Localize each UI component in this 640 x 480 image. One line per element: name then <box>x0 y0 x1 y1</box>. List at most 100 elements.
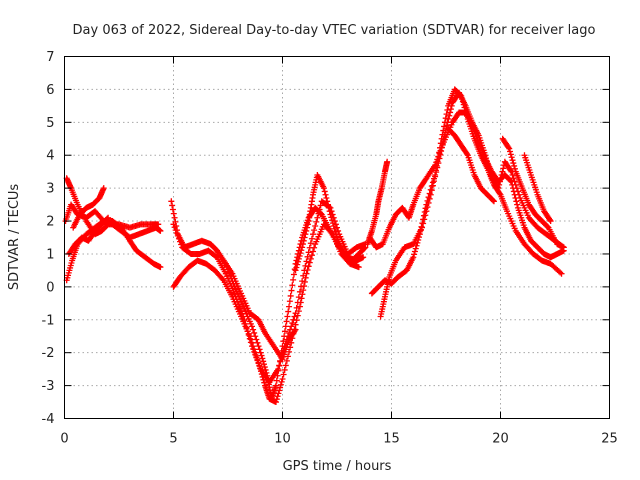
data-point <box>316 206 323 213</box>
data-point <box>487 172 494 179</box>
data-point <box>171 214 178 221</box>
data-point <box>301 234 308 241</box>
data-point <box>483 155 490 162</box>
data-point <box>250 326 257 333</box>
data-point <box>251 348 258 355</box>
data-point <box>310 231 317 238</box>
data-point <box>496 190 503 197</box>
data-point <box>419 224 426 231</box>
data-point <box>252 333 259 340</box>
data-point <box>290 276 297 283</box>
data-point <box>314 214 321 221</box>
axis-ticks: 0 5 10 15 20 25 -4 -3 -2 -1 0 1 2 3 4 5 6 7 <box>42 50 618 447</box>
data-point <box>333 231 340 238</box>
data-point <box>294 261 301 268</box>
data-point <box>328 214 335 221</box>
data-point <box>308 235 315 242</box>
data-point <box>248 323 255 330</box>
data-point <box>175 235 182 242</box>
data-point <box>234 299 241 306</box>
data-point <box>169 206 176 213</box>
data-point <box>422 212 429 219</box>
data-point <box>236 304 243 311</box>
data-point <box>232 293 239 300</box>
data-point <box>157 227 164 234</box>
data-point <box>291 313 298 320</box>
data-point <box>495 185 502 192</box>
y-tick-label: 3 <box>46 182 54 197</box>
data-point <box>362 244 369 251</box>
data-point <box>513 198 520 205</box>
data-point <box>287 326 294 333</box>
data-point <box>298 295 305 302</box>
data-point <box>296 288 303 295</box>
data-point <box>321 188 328 195</box>
data-point <box>155 221 162 228</box>
data-point <box>421 216 428 223</box>
data-point <box>231 290 238 297</box>
data-point <box>360 254 367 261</box>
data-point <box>304 224 311 231</box>
y-tick-label: 6 <box>46 83 54 98</box>
data-point <box>300 237 307 244</box>
y-tick-label: -3 <box>42 379 55 394</box>
data-point <box>307 255 314 262</box>
data-point <box>441 133 448 140</box>
data-point <box>444 119 451 126</box>
x-tick-label: 25 <box>601 432 618 447</box>
data-track <box>499 135 567 251</box>
chart-title: Day 063 of 2022, Sidereal Day-to-day VTE… <box>73 23 596 38</box>
data-point <box>286 303 293 310</box>
data-point <box>283 357 290 364</box>
data-point <box>276 387 283 394</box>
data-point <box>487 169 494 176</box>
data-track <box>220 257 299 363</box>
y-tick-label: 4 <box>46 149 54 164</box>
data-point <box>498 171 505 178</box>
data-point <box>447 109 454 116</box>
data-point <box>445 116 452 123</box>
data-point <box>283 318 290 325</box>
data-point <box>505 144 512 151</box>
data-point <box>361 245 368 252</box>
data-point <box>254 357 261 364</box>
data-point <box>327 211 334 218</box>
data-point <box>238 307 245 314</box>
data-point <box>171 224 178 231</box>
data-point <box>286 298 293 305</box>
data-point <box>311 227 318 234</box>
data-point <box>443 122 450 129</box>
data-point <box>328 229 335 236</box>
data-point <box>463 150 470 157</box>
data-point <box>507 167 514 174</box>
x-tick-label: 15 <box>383 432 400 447</box>
data-point <box>434 164 441 171</box>
data-point <box>312 222 319 229</box>
data-point <box>306 244 313 251</box>
data-point <box>303 258 310 265</box>
y-tick-label: 0 <box>46 280 54 295</box>
data-point <box>507 151 514 158</box>
data-point <box>282 362 289 369</box>
data-point <box>298 247 305 254</box>
data-point <box>560 244 567 251</box>
data-point <box>293 304 300 311</box>
data-point <box>435 160 442 167</box>
data-point <box>292 267 299 274</box>
data-point <box>485 163 492 170</box>
data-point <box>277 384 284 391</box>
data-track <box>70 185 107 231</box>
data-point <box>278 378 285 385</box>
data-point <box>261 379 268 386</box>
data-point <box>302 262 309 269</box>
data-point <box>295 308 302 315</box>
data-point <box>299 241 306 248</box>
data-point <box>509 171 516 178</box>
data-point <box>329 217 336 224</box>
data-point <box>335 227 342 234</box>
data-point <box>325 204 332 211</box>
data-point <box>292 310 299 317</box>
data-point <box>174 232 181 239</box>
data-point <box>304 221 311 228</box>
y-tick-label: -1 <box>42 313 55 328</box>
